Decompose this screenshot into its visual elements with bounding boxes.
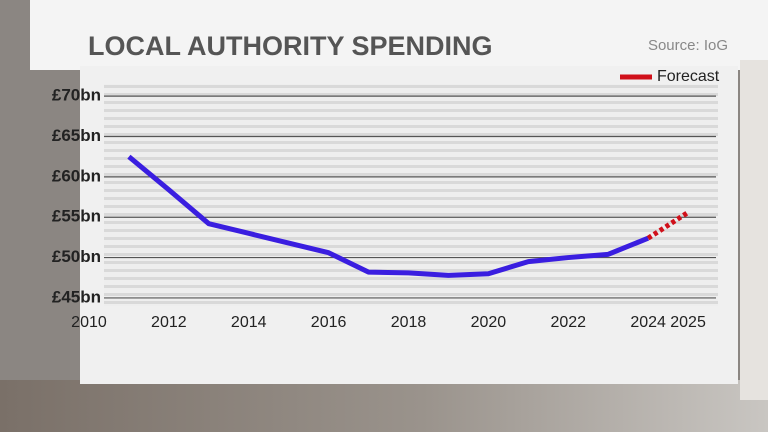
title-panel <box>30 0 768 70</box>
y-tick-label: £70bn <box>52 86 101 105</box>
x-tick-label: 2018 <box>391 314 427 331</box>
x-tick-label: 2010 <box>71 314 107 331</box>
shutter <box>104 84 718 306</box>
wall <box>740 60 768 400</box>
y-tick-label: £45bn <box>52 287 101 306</box>
x-tick-label: 2012 <box>151 314 187 331</box>
legend-label: Forecast <box>657 68 720 85</box>
y-tick-label: £60bn <box>52 166 101 185</box>
x-tick-label: 2022 <box>550 314 586 331</box>
y-tick-label: £50bn <box>52 247 101 266</box>
series-line <box>646 210 690 241</box>
y-tick-label: £55bn <box>52 207 101 226</box>
x-tick-label: 2014 <box>231 314 267 331</box>
x-tick-label: 2025 <box>670 314 706 331</box>
x-tick-label: 2020 <box>471 314 507 331</box>
x-tick-label: 2016 <box>311 314 347 331</box>
y-tick-label: £65bn <box>52 126 101 145</box>
source: Source: IoG <box>648 37 728 54</box>
pavement <box>0 380 768 432</box>
x-tick-label: 2024 <box>630 314 666 331</box>
series-line <box>127 154 650 278</box>
chart-title: LOCAL AUTHORITY SPENDING <box>88 31 493 61</box>
